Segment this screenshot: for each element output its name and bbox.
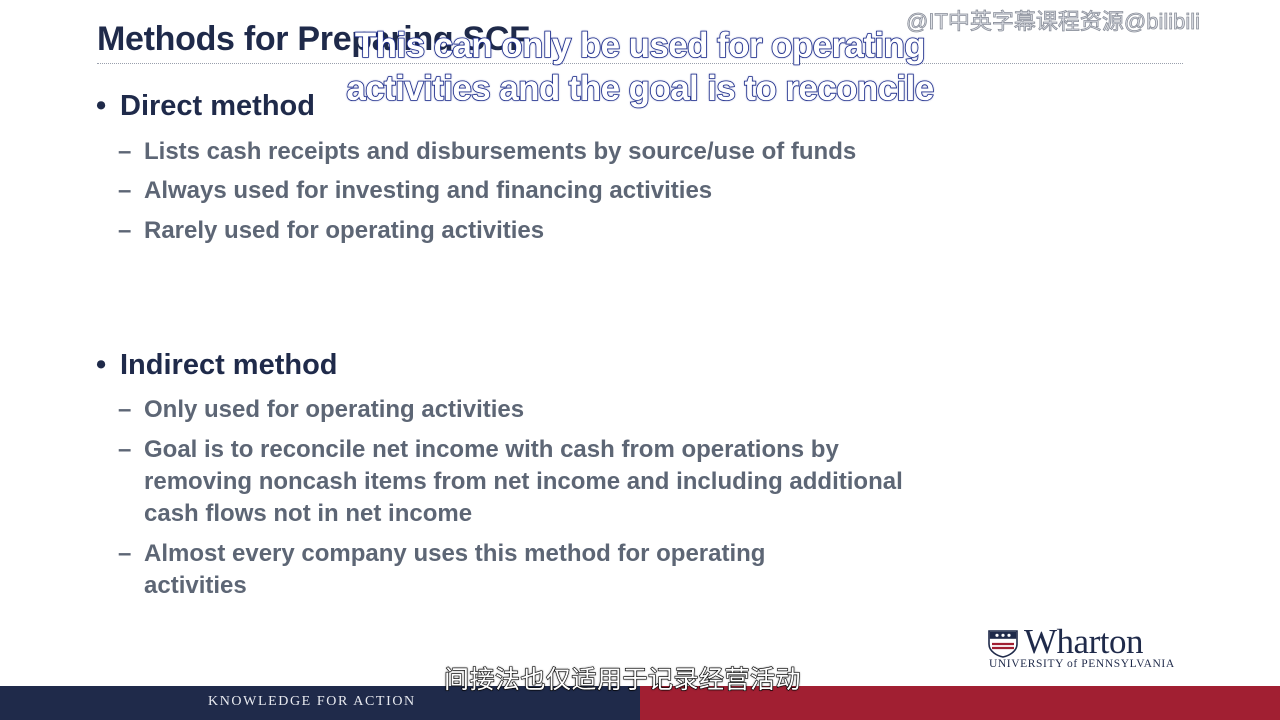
slide-title: Methods for Preparing SCF bbox=[97, 20, 530, 58]
sub-bullet-text: Goal is to reconcile net income with cas… bbox=[144, 436, 903, 527]
dash-icon: – bbox=[118, 217, 132, 244]
sub-bullet: – Rarely used for operating activities bbox=[118, 215, 934, 247]
sub-bullet: – Almost every company uses this method f… bbox=[118, 538, 844, 602]
sub-bullet-text: Lists cash receipts and disbursements by… bbox=[144, 138, 857, 165]
sub-bullet: – Always used for investing and financing… bbox=[118, 175, 934, 207]
title-divider bbox=[97, 63, 1183, 64]
bullet-dot-icon: • bbox=[96, 349, 107, 381]
channel-watermark: @IT中英字幕课程资源@bilibili bbox=[906, 9, 1201, 35]
dash-icon: – bbox=[118, 138, 132, 165]
dash-icon: – bbox=[118, 540, 132, 567]
sub-bullet-text: Rarely used for operating activities bbox=[144, 217, 545, 244]
dash-icon: – bbox=[118, 436, 132, 463]
bullet-heading: Direct method bbox=[120, 90, 315, 122]
dash-icon: – bbox=[118, 177, 132, 204]
subtitle-english: This can only be used for operating acti… bbox=[346, 25, 936, 109]
university-name: UNIVERSITY of PENNSYLVANIA bbox=[989, 658, 1175, 670]
sub-bullet: – Goal is to reconcile net income with ca… bbox=[118, 434, 934, 530]
wharton-logo: Wharton UNIVERSITY of PENNSYLVANIA bbox=[988, 622, 1193, 674]
dash-icon: – bbox=[118, 396, 132, 423]
sub-bullet-text: Almost every company uses this method fo… bbox=[144, 540, 766, 599]
sub-bullet: – Only used for operating activities bbox=[118, 394, 934, 426]
bullet-direct-method: • Direct method bbox=[96, 90, 315, 123]
sub-bullet: – Lists cash receipts and disbursements b… bbox=[118, 136, 934, 168]
subtitle-chinese: 间接法也仅适用于记录经营活动 bbox=[443, 665, 802, 694]
penn-shield-icon bbox=[988, 630, 1018, 658]
footer-tagline: KNOWLEDGE FOR ACTION bbox=[208, 694, 416, 709]
sub-bullet-text: Always used for investing and financing … bbox=[144, 177, 713, 204]
bullet-heading: Indirect method bbox=[120, 349, 338, 381]
footer-bar-crimson bbox=[640, 686, 1280, 720]
bullet-indirect-method: • Indirect method bbox=[96, 349, 338, 382]
wharton-wordmark: Wharton bbox=[1024, 622, 1143, 661]
sub-bullet-text: Only used for operating activities bbox=[144, 396, 525, 423]
footer-bar-navy bbox=[0, 686, 640, 720]
bullet-dot-icon: • bbox=[96, 90, 107, 122]
